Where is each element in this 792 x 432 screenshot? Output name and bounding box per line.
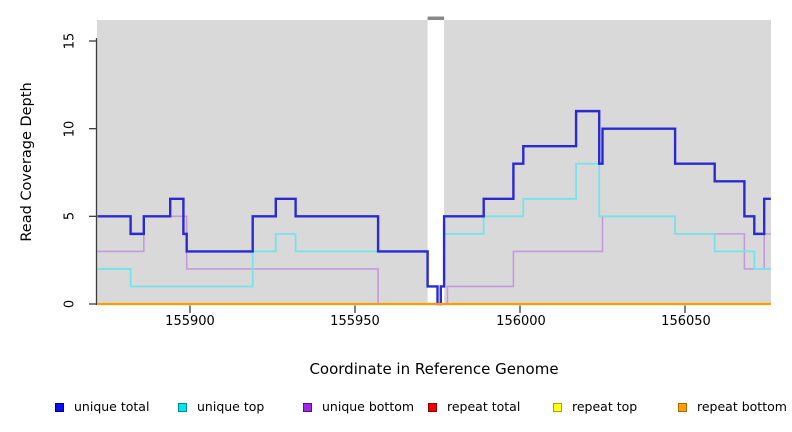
legend-item-repeat-bottom: repeat bottom <box>678 399 787 415</box>
x-tick-label-156050: 156050 <box>661 314 711 329</box>
y-tick-label-5: 5 <box>62 212 78 221</box>
repeat-top-swatch-icon <box>553 402 562 412</box>
repeat-bottom-swatch-icon <box>678 402 687 412</box>
legend-item-repeat-total: repeat total <box>428 399 520 415</box>
x-tick-label-155950: 155950 <box>330 314 380 329</box>
legend-item-repeat-top: repeat top <box>553 399 637 415</box>
unique-top-swatch-icon <box>178 402 187 412</box>
x-axis-title: Coordinate in Reference Genome <box>309 360 559 378</box>
y-axis-title: Read Coverage Depth <box>19 82 35 242</box>
legend: unique total unique top unique bottom re… <box>0 399 792 419</box>
legend-item-unique-bottom: unique bottom <box>303 399 414 415</box>
legend-item-unique-total: unique total <box>55 399 149 415</box>
legend-item-unique-top: unique top <box>178 399 264 415</box>
unique-bottom-swatch-icon <box>303 402 312 412</box>
y-tick-label-10: 10 <box>62 120 78 137</box>
x-tick-label-155900: 155900 <box>165 314 215 329</box>
y-tick-label-0: 0 <box>62 299 78 309</box>
unique-total-swatch-icon <box>55 402 64 412</box>
y-tick-label-15: 15 <box>62 32 78 50</box>
repeat-total-swatch-icon <box>428 402 437 412</box>
x-tick-label-156000: 156000 <box>496 314 546 329</box>
